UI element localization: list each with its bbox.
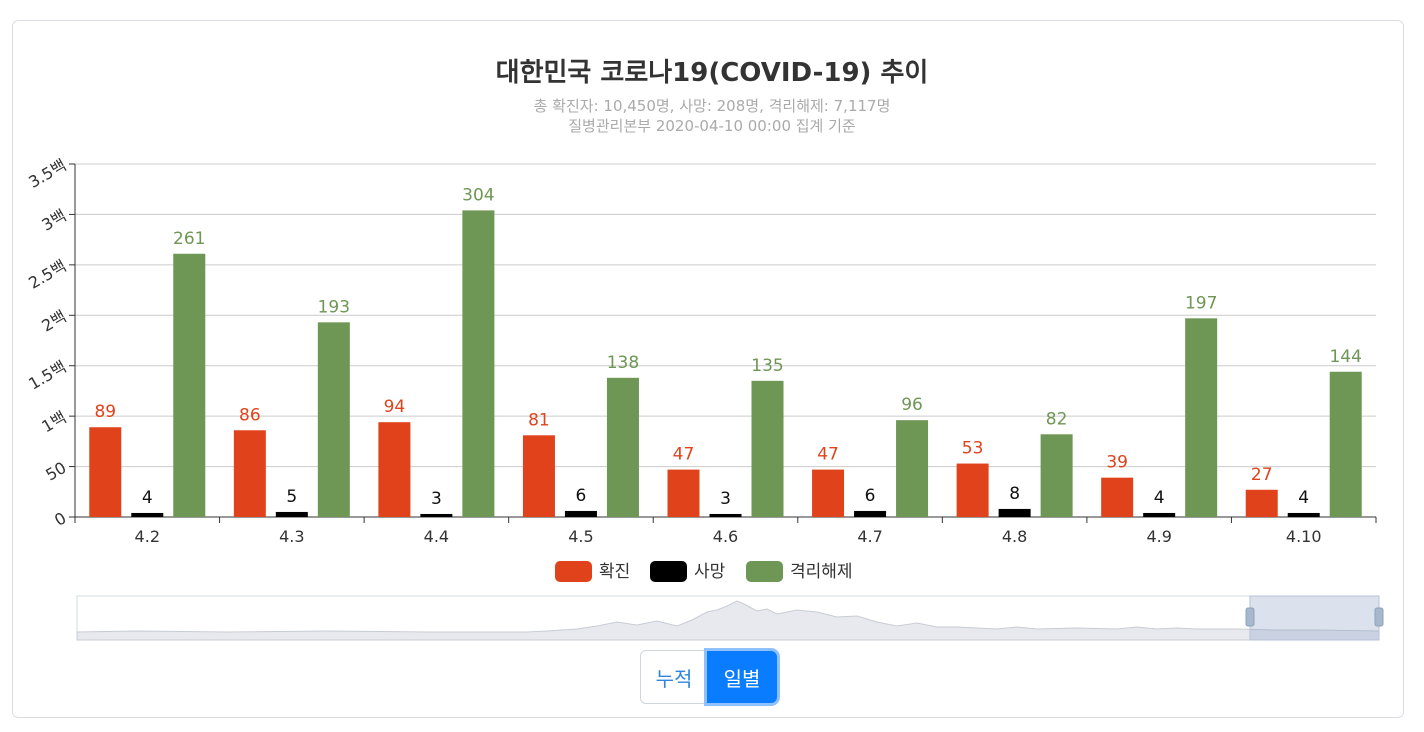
data-label: 197 <box>1185 293 1217 313</box>
legend-label: 확진 <box>599 562 630 582</box>
data-label: 96 <box>901 395 923 415</box>
bar-2 <box>1329 371 1362 517</box>
chart-title: 대한민국 코로나19(COVID-19) 추이 <box>495 58 929 88</box>
y-tick-label: 1백 <box>38 407 69 436</box>
bar-0 <box>1101 477 1134 517</box>
data-label: 86 <box>239 405 261 425</box>
daily-button[interactable]: 일별 <box>707 651 777 703</box>
bar-2 <box>1040 434 1073 517</box>
y-tick-label: 1.5백 <box>25 357 69 394</box>
bar-1 <box>709 513 742 517</box>
data-label: 27 <box>1251 465 1273 485</box>
data-label: 4 <box>142 488 153 508</box>
x-tick-label: 4.6 <box>713 527 738 546</box>
legend-swatch <box>746 561 783 582</box>
bar-0 <box>522 435 555 517</box>
legend-label: 격리해제 <box>790 562 853 582</box>
legend-swatch <box>650 561 687 582</box>
bar-0 <box>956 463 989 517</box>
navigator-area <box>76 600 1380 641</box>
bar-2 <box>462 210 495 517</box>
bar-2 <box>173 253 206 517</box>
data-label: 304 <box>462 185 494 205</box>
data-label: 4 <box>1154 488 1165 508</box>
bar-1 <box>131 512 164 517</box>
legend-swatch <box>555 561 592 582</box>
bar-0 <box>378 422 411 517</box>
view-toggle: 누적 일별 <box>640 650 778 704</box>
zoom-handle-left[interactable] <box>1245 607 1255 627</box>
bar-1 <box>564 510 597 517</box>
data-label: 3 <box>720 489 731 509</box>
bar-2 <box>317 322 350 517</box>
bar-1 <box>420 513 453 517</box>
x-tick-label: 4.9 <box>1146 527 1171 546</box>
bar-1 <box>854 510 887 517</box>
zoom-selection[interactable] <box>1249 595 1380 641</box>
y-tick-label: 3.5백 <box>25 155 69 192</box>
data-label: 81 <box>528 410 550 430</box>
data-label: 39 <box>1106 453 1128 473</box>
data-label: 3 <box>431 489 442 509</box>
legend-label: 사망 <box>694 562 726 582</box>
chart-subtitle-source: 질병관리본부 2020-04-10 00:00 집계 기준 <box>568 117 856 135</box>
y-tick-label: 0 <box>51 508 69 530</box>
data-label: 89 <box>94 402 116 422</box>
data-label: 4 <box>1298 488 1309 508</box>
cumulative-button[interactable]: 누적 <box>641 651 707 703</box>
data-label: 94 <box>384 397 406 417</box>
data-label: 8 <box>1009 484 1020 504</box>
y-tick-label: 2백 <box>38 307 69 336</box>
data-label: 144 <box>1329 347 1361 367</box>
bar-0 <box>233 430 266 517</box>
y-tick-label: 3백 <box>38 206 69 235</box>
bar-1 <box>275 511 308 517</box>
bar-0 <box>812 469 845 517</box>
data-label: 135 <box>751 356 783 376</box>
data-label: 47 <box>817 445 839 465</box>
bar-2 <box>1185 318 1218 517</box>
x-tick-label: 4.4 <box>424 527 449 546</box>
x-tick-label: 4.7 <box>857 527 882 546</box>
x-tick-label: 4.8 <box>1002 527 1027 546</box>
data-label: 138 <box>607 353 639 373</box>
bar-0 <box>667 469 700 517</box>
bar-0 <box>1245 489 1278 517</box>
bar-2 <box>751 380 784 517</box>
data-label: 6 <box>865 486 876 506</box>
chart-subtitle-totals: 총 확진자: 10,450명, 사망: 208명, 격리해제: 7,117명 <box>533 97 891 115</box>
bar-1 <box>998 508 1031 517</box>
data-label: 261 <box>173 229 205 249</box>
bar-2 <box>896 420 929 517</box>
data-label: 6 <box>576 486 587 506</box>
y-tick-label: 50 <box>42 458 69 485</box>
bar-0 <box>89 427 122 517</box>
data-label: 47 <box>673 445 695 465</box>
y-tick-label: 2.5백 <box>25 256 69 293</box>
zoom-handle-right[interactable] <box>1374 607 1384 627</box>
bar-1 <box>1143 512 1176 517</box>
x-tick-label: 4.10 <box>1286 527 1322 546</box>
x-tick-label: 4.2 <box>135 527 160 546</box>
x-tick-label: 4.5 <box>568 527 593 546</box>
data-label: 193 <box>318 297 350 317</box>
bar-2 <box>606 377 639 517</box>
data-label: 5 <box>286 487 297 507</box>
data-label: 53 <box>962 439 984 459</box>
x-tick-label: 4.3 <box>279 527 304 546</box>
bar-1 <box>1287 512 1320 517</box>
data-label: 82 <box>1046 409 1068 429</box>
